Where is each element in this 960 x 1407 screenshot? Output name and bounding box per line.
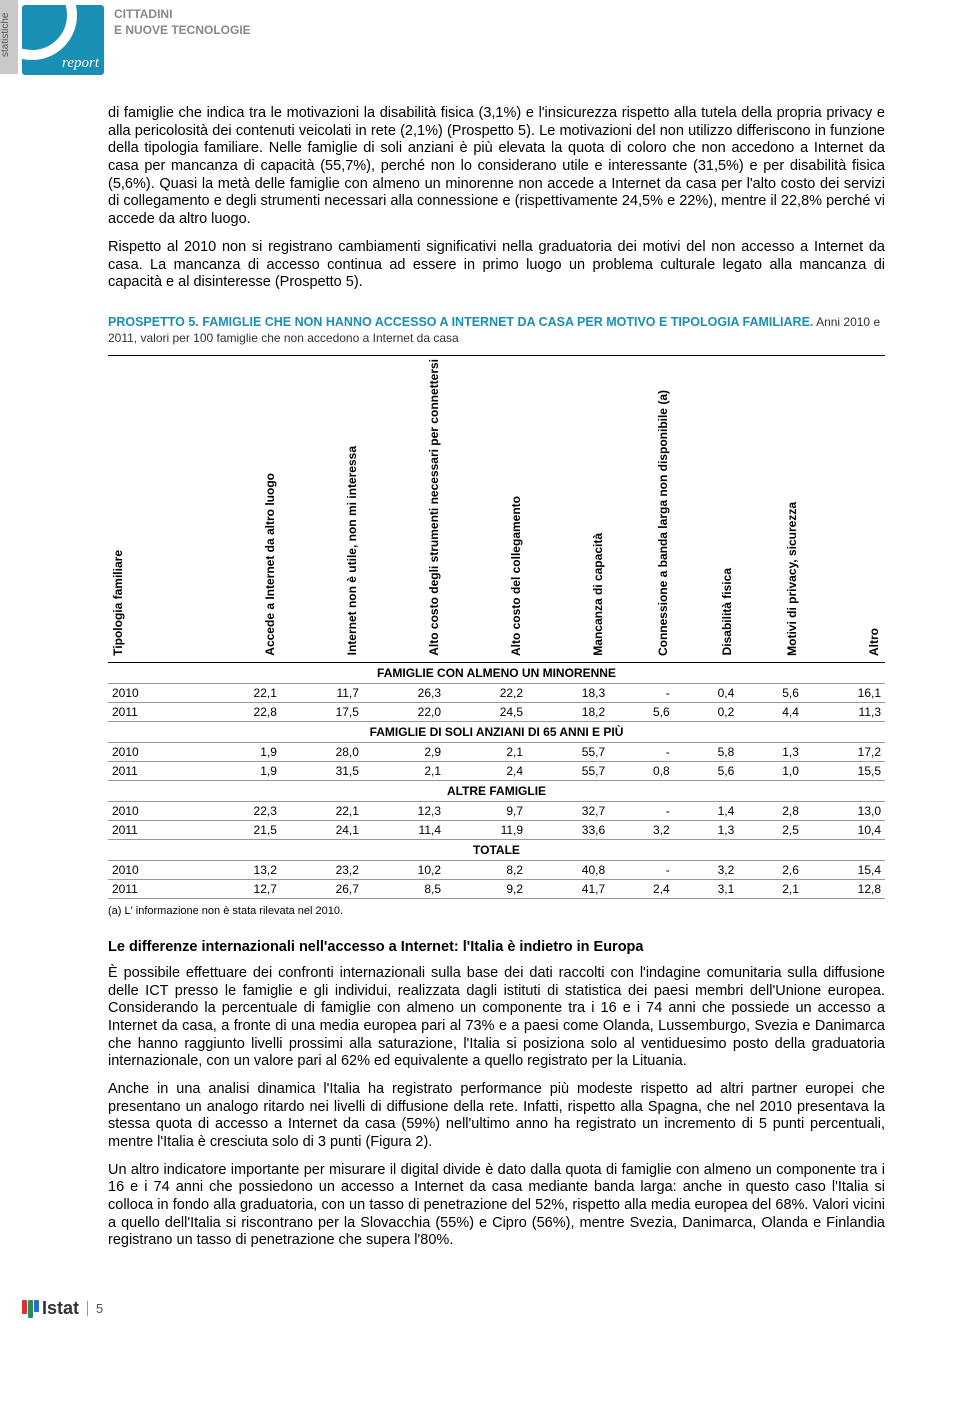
table-section-header: FAMIGLIE CON ALMENO UN MINORENNE: [108, 662, 885, 683]
table-col-header: Motivi di privacy, sicurezza: [738, 356, 803, 663]
table-note: (a) L' informazione non è stata rilevata…: [108, 905, 885, 917]
table-col-header: Mancanza di capacità: [527, 356, 609, 663]
table-col-header: Disabilità fisica: [674, 356, 739, 663]
table-header-row: Tipologia familiareAccede a Internet da …: [108, 356, 885, 663]
section-heading: Le differenze internazionali nell'access…: [108, 939, 885, 955]
paragraph-2: Rispetto al 2010 non si registrano cambi…: [108, 239, 885, 292]
istat-logo: Istat: [22, 1298, 79, 1319]
page-number: 5: [87, 1301, 103, 1316]
table-col-header: Altro: [803, 356, 885, 663]
sidebar-tab: statistiche: [0, 0, 18, 74]
istat-bars-icon: [22, 1300, 39, 1318]
table-row: 201112,726,78,59,241,72,43,12,112,8: [108, 879, 885, 898]
paragraph-3: È possibile effettuare dei confronti int…: [108, 965, 885, 1071]
paragraph-1: di famiglie che indica tra le motivazion…: [108, 105, 885, 229]
table-col-header: Accede a Internet da altro luogo: [199, 356, 281, 663]
table-section-header: FAMIGLIE DI SOLI ANZIANI DI 65 ANNI E PI…: [108, 721, 885, 742]
table-row: 201022,322,112,39,732,7-1,42,813,0: [108, 801, 885, 820]
table-row: 201013,223,210,28,240,8-3,22,615,4: [108, 860, 885, 879]
table-col-header: Alto costo degli strumenti necessari per…: [363, 356, 445, 663]
table-col-header: Connessione a banda larga non disponibil…: [609, 356, 674, 663]
header-title: CITTADINI E NUOVE TECNOLOGIE: [114, 5, 251, 38]
table-row: 201121,524,111,411,933,63,21,32,510,4: [108, 820, 885, 839]
table-row: 201022,111,726,322,218,3-0,45,616,1: [108, 683, 885, 702]
table-col-header: Internet non è utile, non mi interessa: [281, 356, 363, 663]
table-col-header: Alto costo del collegamento: [445, 356, 527, 663]
prospetto-table: Tipologia familiareAccede a Internet da …: [108, 355, 885, 899]
table-section-header: ALTRE FAMIGLIE: [108, 780, 885, 801]
table-col-header: Tipologia familiare: [108, 356, 199, 663]
table-section-header: TOTALE: [108, 839, 885, 860]
table-row: 20111,931,52,12,455,70,85,61,015,5: [108, 761, 885, 780]
prospetto-title: PROSPETTO 5. FAMIGLIE CHE NON HANNO ACCE…: [108, 314, 885, 347]
paragraph-5: Un altro indicatore importante per misur…: [108, 1162, 885, 1250]
paragraph-4: Anche in una analisi dinamica l'Italia h…: [108, 1081, 885, 1152]
table-row: 20101,928,02,92,155,7-5,81,317,2: [108, 742, 885, 761]
header: report CITTADINI E NUOVE TECNOLOGIE: [0, 0, 960, 75]
report-logo: report: [22, 5, 104, 75]
footer: Istat 5: [0, 1280, 960, 1329]
logo-text: report: [62, 55, 99, 72]
table-row: 201122,817,522,024,518,25,60,24,411,3: [108, 702, 885, 721]
content: di famiglie che indica tra le motivazion…: [0, 75, 960, 1280]
